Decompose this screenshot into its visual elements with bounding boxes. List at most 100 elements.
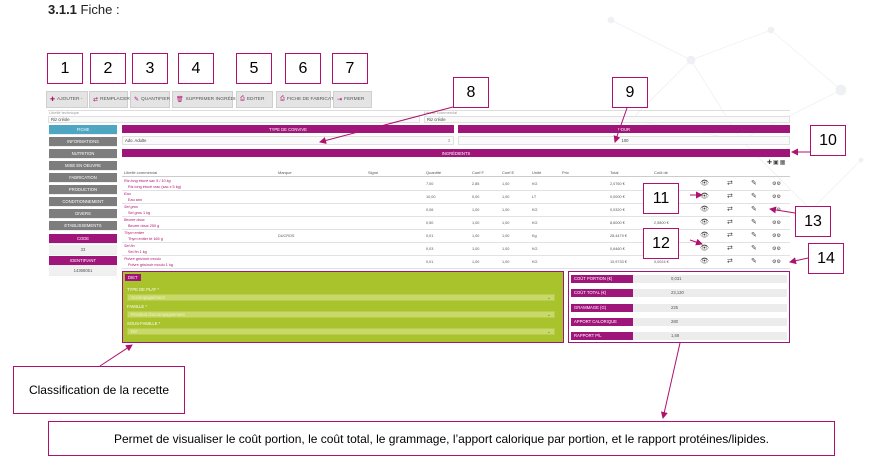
ingredient-sub: Riz long étuvé vrac (sac x 5 kg) bbox=[128, 185, 181, 189]
more-icon[interactable]: ⚙⚙ bbox=[772, 233, 781, 239]
cell-ce: 1,00 bbox=[502, 182, 510, 186]
cell-cost: 2,5800 € bbox=[654, 221, 669, 225]
section-heading: 3.1.1 Fiche : bbox=[48, 2, 120, 17]
libelle-technique-field[interactable]: Riz créole bbox=[48, 116, 420, 123]
sidebar-item-0[interactable]: FICHE bbox=[49, 125, 117, 135]
swap-icon[interactable]: ⇄ bbox=[727, 193, 733, 200]
sidebar-item-4[interactable]: FABRICATION bbox=[49, 173, 117, 183]
callout-13: 13 bbox=[795, 206, 831, 237]
swap-icon[interactable]: ⇄ bbox=[727, 245, 733, 252]
sidebar-item-11: IDENTIFIANT bbox=[49, 256, 117, 266]
view-icon[interactable]: 👁 bbox=[700, 245, 709, 252]
more-icon[interactable]: ⚙⚙ bbox=[772, 220, 781, 226]
cell-total: 0,0320 € bbox=[610, 208, 625, 212]
table-tools: ✚▣▦ bbox=[767, 159, 786, 166]
col-cout: Coût de bbox=[654, 170, 669, 175]
col-coef-e: Coef E bbox=[502, 170, 515, 175]
close-icon: ⇥ bbox=[337, 97, 343, 103]
view-icon[interactable]: 👁 bbox=[700, 232, 709, 239]
add-circle-icon[interactable]: ✚ bbox=[767, 160, 774, 166]
type-plat-select[interactable]: Accompagnement ⌄ bbox=[127, 294, 555, 301]
edit-icon[interactable]: ✎ bbox=[751, 193, 757, 200]
cell-qty: 10,00 bbox=[426, 195, 436, 199]
edit-icon[interactable]: ✎ bbox=[751, 180, 757, 187]
table-row[interactable]: Riz long étuvé sac 5 / 10 kg Riz long étu… bbox=[122, 178, 790, 191]
view-icon[interactable]: 👁 bbox=[700, 258, 709, 265]
table-row[interactable]: Eau Eau ann 10,00 0,00 1,00 LT 0,0000 € 👁 ⇄ ✎ ⚙⚙ bbox=[122, 191, 790, 204]
sidebar-item-1[interactable]: INFORMATIONS bbox=[49, 137, 117, 147]
swap-icon[interactable]: ⇄ bbox=[727, 258, 733, 265]
more-icon[interactable]: ⚙⚙ bbox=[772, 246, 781, 252]
ingredient-brand: DUCROS bbox=[278, 234, 295, 238]
table-row[interactable]: Sel gros Sel gros 1 kg 0,06 1,00 1,00 KG 0,032… bbox=[122, 204, 790, 217]
edit-print-button[interactable]: ⎙ EDITER bbox=[236, 91, 273, 108]
col-signe: Signe bbox=[368, 170, 379, 175]
view-icon[interactable]: 👁 bbox=[700, 180, 709, 187]
more-icon[interactable]: ⚙⚙ bbox=[772, 259, 781, 265]
sous-famille-select[interactable]: Riz ⌄ bbox=[127, 328, 555, 335]
view-icon[interactable]: 👁 bbox=[700, 206, 709, 213]
famille-label: FAMILLE * bbox=[127, 304, 148, 309]
cell-cf: 1,00 bbox=[472, 221, 480, 225]
famille-select[interactable]: Féculent d'accompagnement ⌄ bbox=[127, 311, 555, 318]
stat-apport-calorique: APPORT CALORIQUE 280 bbox=[571, 318, 787, 326]
sidebar-item-2[interactable]: NUTRITION bbox=[49, 149, 117, 159]
sidebar-item-7[interactable]: DIVERS bbox=[49, 209, 117, 219]
edit-icon[interactable]: ✎ bbox=[751, 206, 757, 213]
edit-icon[interactable]: ✎ bbox=[751, 219, 757, 226]
cell-unit: KG bbox=[532, 247, 538, 251]
callout-11: 11 bbox=[643, 183, 679, 214]
sidebar-item-3[interactable]: MISE EN OEUVRE bbox=[49, 161, 117, 171]
ingredient-sub: Eau ann bbox=[128, 198, 143, 202]
swap-icon[interactable]: ⇄ bbox=[727, 206, 733, 213]
stat-grammage: GRAMMAGE (G) 225 bbox=[571, 304, 787, 312]
edit-icon[interactable]: ✎ bbox=[751, 258, 757, 265]
pour-field[interactable]: 100 bbox=[458, 136, 790, 145]
sidebar-item-8[interactable]: ETABLISSEMENTS bbox=[49, 221, 117, 231]
cell-unit: KG bbox=[532, 221, 538, 225]
callout-4: 4 bbox=[178, 53, 214, 84]
libelle-commercial-field[interactable]: Riz créole bbox=[424, 116, 790, 123]
view-icon[interactable]: 👁 bbox=[700, 219, 709, 226]
quantify-button[interactable]: ✎ QUANTIFIER bbox=[130, 91, 170, 108]
col-marque: Marque bbox=[278, 170, 292, 175]
ingredients-header: INGRÉDIENTS bbox=[122, 149, 790, 157]
sous-famille-label: SOUS-FAMILLE * bbox=[127, 321, 161, 326]
delete-ingredients-button[interactable]: 🗑 SUPPRIMER INGRÉDIENTS bbox=[172, 91, 248, 108]
cell-total: 28,4479 € bbox=[610, 234, 627, 238]
close-button[interactable]: ⇥ FERMER bbox=[333, 91, 372, 108]
cell-qty: 0,50 bbox=[426, 221, 434, 225]
more-icon[interactable]: ⚙⚙ bbox=[772, 207, 781, 213]
more-icon[interactable]: ⚙⚙ bbox=[772, 181, 781, 187]
table-row[interactable]: Sel fin Sel fin 1 kg 0,03 1,00 1,00 KG 0,6460 … bbox=[122, 243, 790, 256]
sidebar-item-6[interactable]: CONDITIONNEMENT bbox=[49, 197, 117, 207]
sidebar-item-5[interactable]: PRODUCTION bbox=[49, 185, 117, 195]
chevron-down-icon: ⌄ bbox=[546, 312, 551, 318]
callout-5: 5 bbox=[236, 53, 272, 84]
table-header-row: Libellé commercial Marque Signe Quantité… bbox=[122, 169, 790, 177]
edit-icon[interactable]: ✎ bbox=[751, 245, 757, 252]
ingredient-name: Poivre gris/noir moulu bbox=[124, 257, 161, 261]
table-row[interactable]: Beurre doux Beurre doux 250 g 0,50 1,00 1,00… bbox=[122, 217, 790, 230]
save-icon[interactable]: ▣ bbox=[773, 160, 780, 166]
replace-button[interactable]: ⇄ REMPLACER - bbox=[89, 91, 133, 108]
cell-qty: 0,01 bbox=[426, 234, 434, 238]
swap-icon[interactable]: ⇄ bbox=[727, 232, 733, 239]
edit-icon[interactable]: ✎ bbox=[751, 232, 757, 239]
grid-icon[interactable]: ▦ bbox=[779, 160, 787, 166]
table-row[interactable]: Poivre gris/noir moulu Poivre gris/noir m… bbox=[122, 256, 790, 269]
cell-unit: KG bbox=[532, 208, 538, 212]
swap-icon[interactable]: ⇄ bbox=[727, 180, 733, 187]
add-button[interactable]: ✚ AJOUTER - bbox=[46, 91, 88, 108]
convive-select[interactable]: Ado. Adulte ⇕ bbox=[122, 136, 454, 145]
sidebar-item-9: CODE bbox=[49, 234, 117, 244]
col-unite: Unité bbox=[532, 170, 542, 175]
callout-8: 8 bbox=[453, 77, 489, 108]
swap-icon: ⇄ bbox=[93, 97, 99, 103]
production-sheet-button[interactable]: ⎙ FICHE DE FABRICATION bbox=[276, 91, 342, 108]
swap-icon[interactable]: ⇄ bbox=[727, 219, 733, 226]
view-icon[interactable]: 👁 bbox=[700, 193, 709, 200]
callout-3: 3 bbox=[132, 53, 168, 84]
table-row[interactable]: Thym entier Thym entier bt 165 g DUCROS 0,0… bbox=[122, 230, 790, 243]
more-icon[interactable]: ⚙⚙ bbox=[772, 194, 781, 200]
